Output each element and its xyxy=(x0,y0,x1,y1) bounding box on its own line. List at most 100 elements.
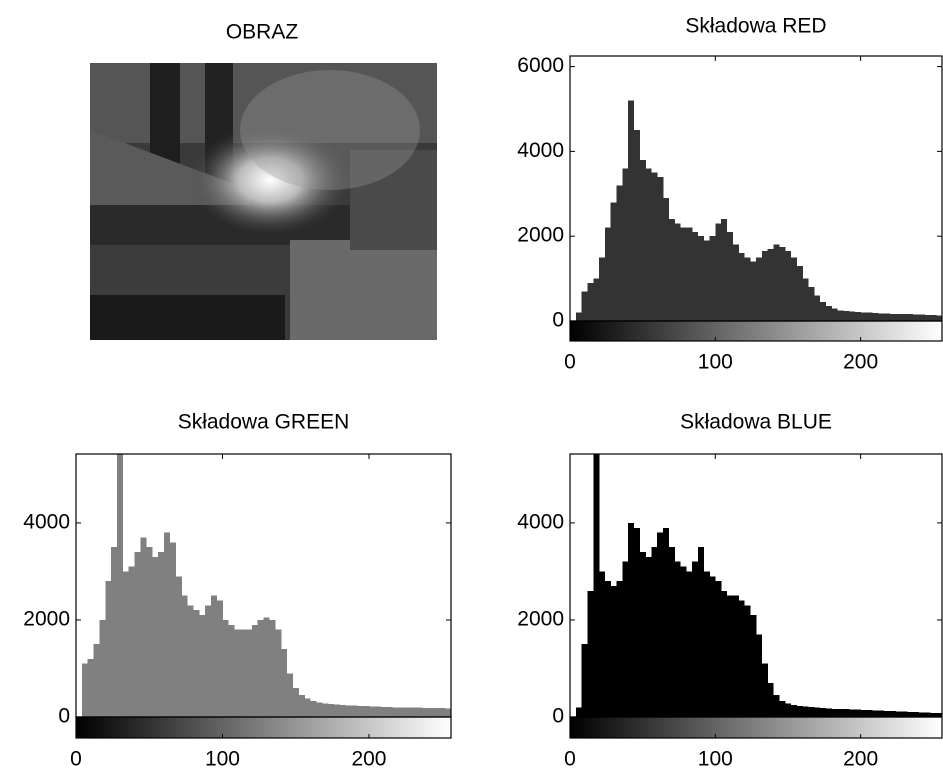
x-tick-label: 0 xyxy=(70,748,82,771)
bar xyxy=(392,707,399,717)
bar xyxy=(616,581,623,717)
bar xyxy=(761,663,768,717)
bar xyxy=(866,710,873,717)
bar xyxy=(872,710,879,717)
bar xyxy=(825,708,832,717)
bar xyxy=(140,537,147,717)
bar xyxy=(889,313,896,321)
bar xyxy=(854,312,861,321)
bar xyxy=(796,265,803,321)
bar xyxy=(628,100,635,322)
bar xyxy=(181,595,188,717)
bar xyxy=(849,709,856,717)
bar xyxy=(854,709,861,717)
bar xyxy=(117,454,124,717)
bar xyxy=(773,244,780,321)
bar xyxy=(216,600,223,717)
colorbar xyxy=(570,717,942,738)
bar xyxy=(895,711,902,717)
bar xyxy=(680,227,687,321)
bar xyxy=(374,706,381,717)
y-tick-label: 2000 xyxy=(23,607,70,630)
bar xyxy=(651,547,658,717)
bar xyxy=(351,705,358,717)
bar xyxy=(251,624,258,717)
hist-title: Składowa BLUE xyxy=(680,411,832,434)
bar xyxy=(593,454,600,717)
bar xyxy=(327,703,335,717)
bar xyxy=(304,698,311,717)
bar xyxy=(767,683,774,717)
y-tick-label: 0 xyxy=(552,309,564,332)
bar xyxy=(761,251,768,321)
bar xyxy=(912,712,920,717)
x-tick-label: 100 xyxy=(698,351,733,374)
bar xyxy=(785,703,792,717)
bar xyxy=(380,706,387,717)
bar xyxy=(228,624,235,717)
bar xyxy=(368,706,376,717)
bar xyxy=(633,130,641,321)
bar xyxy=(936,315,943,321)
bar xyxy=(930,315,937,321)
bar xyxy=(333,704,340,717)
bar xyxy=(715,223,722,321)
bar xyxy=(692,231,699,321)
bar xyxy=(878,710,885,717)
bar xyxy=(398,707,405,717)
bar xyxy=(175,576,182,717)
bar xyxy=(234,629,241,717)
bar xyxy=(651,172,658,321)
bar xyxy=(199,615,206,717)
bar xyxy=(860,312,867,321)
bar xyxy=(604,227,611,321)
bar xyxy=(93,644,100,717)
bar xyxy=(657,176,664,321)
bar xyxy=(357,705,364,717)
x-tick-label: 200 xyxy=(843,748,878,771)
bar xyxy=(814,707,821,717)
bar xyxy=(599,257,606,321)
bar xyxy=(837,310,844,321)
bar xyxy=(610,585,617,717)
bar xyxy=(622,561,629,717)
bar xyxy=(878,313,885,321)
colorbar xyxy=(76,717,451,738)
bar xyxy=(275,629,282,717)
bar xyxy=(111,547,118,717)
bar xyxy=(901,711,908,717)
bar xyxy=(802,278,809,321)
bar xyxy=(204,605,212,717)
bar xyxy=(726,595,734,717)
bar xyxy=(322,703,329,717)
bar xyxy=(750,615,757,717)
bar xyxy=(240,629,247,717)
bar xyxy=(756,634,763,717)
bar xyxy=(575,312,582,321)
bar xyxy=(819,301,827,321)
bar xyxy=(193,610,200,717)
bar xyxy=(697,547,704,717)
hist-title: Składowa RED xyxy=(685,15,826,38)
bar xyxy=(779,246,786,321)
bar xyxy=(663,198,670,321)
bar xyxy=(843,709,850,717)
bar xyxy=(81,663,89,717)
bar xyxy=(756,257,763,321)
bar xyxy=(849,311,856,321)
bar xyxy=(930,712,937,717)
bars xyxy=(575,454,943,717)
bar xyxy=(134,552,141,717)
bar xyxy=(872,312,879,321)
bar xyxy=(790,704,797,717)
bar xyxy=(860,709,867,717)
bar xyxy=(697,236,704,321)
x-tick-label: 0 xyxy=(564,351,576,374)
bar xyxy=(738,600,745,717)
bar xyxy=(744,257,751,321)
bar xyxy=(831,708,838,717)
y-tick-label: 4000 xyxy=(517,510,564,533)
bar xyxy=(686,571,693,717)
bar xyxy=(415,707,423,717)
